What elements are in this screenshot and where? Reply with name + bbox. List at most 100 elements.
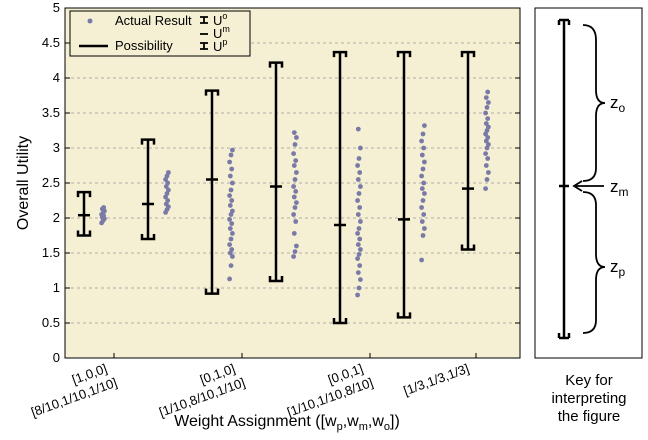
y-tick-label: 1.5 <box>42 245 60 260</box>
up-cap <box>396 312 412 319</box>
actual-result-point <box>422 226 427 231</box>
legend-up-label: Up <box>213 37 227 54</box>
legend-point-marker <box>87 18 93 24</box>
actual-result-point <box>355 126 361 132</box>
actual-result-point <box>357 205 363 210</box>
grid-lines <box>65 42 520 324</box>
up-cap <box>76 230 92 237</box>
actual-result-point <box>228 187 234 193</box>
y-tick-label: 2 <box>53 210 60 225</box>
actual-result-point <box>419 219 425 224</box>
actual-result-point <box>293 158 299 164</box>
actual-result-point <box>358 277 363 282</box>
actual-result-point <box>230 231 235 236</box>
actual-result-point <box>483 163 489 168</box>
up-cap <box>204 288 220 295</box>
up-cap <box>268 276 284 283</box>
y-axis-ticks: 0 0.5 1 1.5 2 2.5 3 3.5 4 4.5 5 <box>42 0 520 365</box>
possibility-range-3 <box>268 61 284 283</box>
actual-result-point <box>420 198 426 203</box>
actual-result-point <box>358 184 363 189</box>
actual-result-point <box>101 205 107 210</box>
actual-result-point <box>419 173 424 179</box>
actual-result-point <box>355 292 360 298</box>
actual-result-point <box>291 231 297 236</box>
actual-result-point <box>294 170 299 175</box>
up-cap <box>140 234 156 241</box>
key-zp-brace <box>582 191 606 334</box>
actual-result-point <box>483 121 489 126</box>
legend-uo-marker <box>200 16 208 24</box>
uo-cap <box>460 50 476 58</box>
actual-result-point <box>485 116 491 121</box>
actual-result-point <box>355 212 361 217</box>
actual-result-point <box>358 247 363 252</box>
actual-result-point <box>419 138 424 144</box>
possibility-range-1 <box>140 138 156 241</box>
actual-result-point <box>355 198 360 203</box>
y-tick-label: 2.5 <box>42 175 60 190</box>
key-caption-line1: Key for <box>565 372 613 389</box>
actual-result-point <box>419 257 424 263</box>
actual-result-point <box>355 177 361 182</box>
actual-result-point <box>228 263 234 268</box>
actual-result-point <box>357 236 363 242</box>
possibility-range-4 <box>332 50 348 325</box>
actual-result-point <box>230 180 235 186</box>
actual-result-point <box>294 135 299 140</box>
actual-result-point <box>227 173 233 179</box>
key-caption-line3: the figure <box>558 408 621 425</box>
actual-result-point <box>227 203 233 208</box>
key-panel: zo zm zp <box>534 7 643 359</box>
actual-result-point <box>293 189 299 194</box>
actual-result-point <box>291 194 297 200</box>
y-tick-label: 4.5 <box>42 35 60 50</box>
actual-result-point <box>229 221 235 227</box>
actual-result-point <box>358 219 363 224</box>
y-tick-label: 0 <box>53 350 60 365</box>
key-zo-label: zo <box>610 93 626 115</box>
actual-result-point <box>165 180 171 186</box>
actual-result-point <box>230 254 235 259</box>
actual-result-point <box>483 151 488 157</box>
actual-result-point <box>291 130 297 136</box>
uo-cap <box>332 50 348 58</box>
possibility-range-0 <box>76 190 92 237</box>
actual-result-point <box>419 205 424 210</box>
uo-cap <box>76 190 92 198</box>
actual-result-point <box>355 242 361 248</box>
actual-result-point <box>355 231 360 236</box>
actual-result-point <box>228 152 234 158</box>
key-zm-arrow <box>572 180 604 192</box>
actual-result-point <box>166 170 171 175</box>
actual-result-point <box>486 124 491 130</box>
actual-result-point <box>292 205 298 210</box>
legend: Actual Result Possibility Uo Um Up <box>69 10 251 57</box>
uo-cap <box>268 61 284 68</box>
key-caption-line2: interpreting <box>551 390 626 407</box>
possibility-range-6 <box>460 50 476 251</box>
actual-result-point <box>484 105 490 110</box>
actual-result-point <box>356 226 362 231</box>
legend-uo-label: Uo <box>213 11 227 28</box>
actual-result-point <box>230 147 235 153</box>
actual-result-point <box>485 135 491 140</box>
actual-result-point <box>227 226 233 231</box>
possibility-range-2 <box>204 89 220 295</box>
up-cap <box>460 244 476 251</box>
actual-result-point <box>421 145 427 151</box>
key-zm-label: zm <box>610 177 629 199</box>
actual-result-point <box>229 198 235 203</box>
actual-result-point <box>420 166 426 172</box>
actual-result-point <box>357 263 363 268</box>
actual-result-point <box>293 219 299 224</box>
actual-result-point <box>355 256 360 261</box>
x-tick-label-line1: [1/3,1/3,1/3] <box>401 361 471 399</box>
actual-result-point <box>294 200 299 206</box>
y-axis-label: Overall Utility <box>15 136 32 230</box>
legend-actual-label: Actual Result <box>115 13 192 28</box>
actual-result-point <box>483 186 488 192</box>
actual-result-point <box>291 151 296 157</box>
legend-um-label: Um <box>213 24 230 41</box>
